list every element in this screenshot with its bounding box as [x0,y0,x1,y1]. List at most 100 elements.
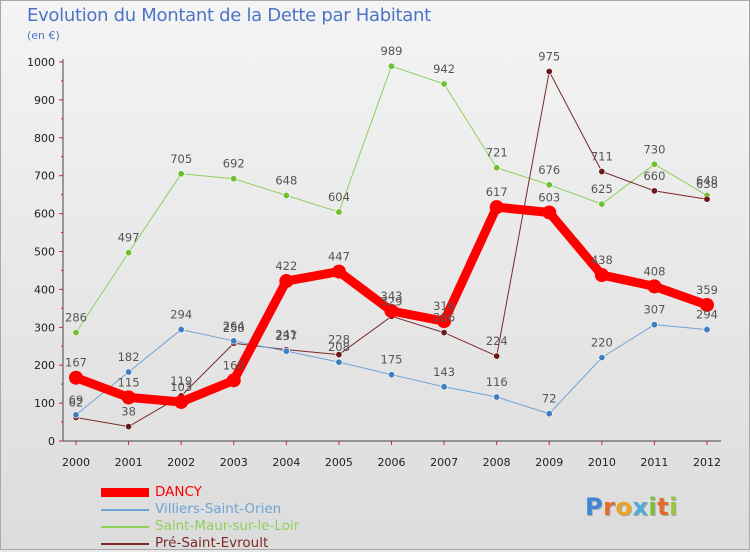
data-point-dancy [174,394,189,409]
data-point-villiers-saint-orien [440,383,448,391]
data-label-dancy: 160 [223,358,245,372]
logo-letter: P [585,493,604,521]
y-tick-label: 500 [34,246,55,259]
data-point-dancy [489,200,504,215]
data-point-villiers-saint-orien [177,326,185,334]
data-label-villiers-saint-orien: 294 [696,308,718,322]
y-tick-label: 1000 [27,56,55,69]
data-label-pre-saint-evroult: 258 [223,321,245,335]
y-tick-label: 0 [48,435,55,448]
data-point-villiers-saint-orien [125,368,133,376]
logo-letter: x [632,493,649,521]
data-label-saint-maur-sur-le-loir: 286 [65,311,87,325]
data-point-saint-maur-sur-le-loir [440,80,448,88]
chart-title: Evolution du Montant de la Dette par Hab… [27,5,431,26]
data-point-saint-maur-sur-le-loir [387,62,395,70]
data-label-pre-saint-evroult: 38 [121,405,136,419]
data-label-villiers-saint-orien: 237 [275,329,297,343]
data-label-saint-maur-sur-le-loir: 692 [223,157,245,171]
legend-swatch [101,488,149,497]
legend-label: DANCY [155,484,202,500]
x-tick-label: 2002 [167,456,195,469]
data-label-villiers-saint-orien: 307 [643,303,665,317]
data-point-pre-saint-evroult [703,195,711,203]
data-point-saint-maur-sur-le-loir [125,249,133,257]
series-saint-maur-sur-le-loir [72,62,711,337]
y-tick-label: 200 [34,359,55,372]
legend-label: Pré-Saint-Evroult [155,535,269,551]
data-point-dancy [226,373,241,388]
x-tick-label: 2008 [483,456,511,469]
data-point-villiers-saint-orien [598,354,606,362]
data-point-villiers-saint-orien [387,371,395,379]
data-point-saint-maur-sur-le-loir [545,181,553,189]
x-tick-label: 2000 [62,456,90,469]
data-point-villiers-saint-orien [493,393,501,401]
series-dancy [69,200,714,409]
data-label-dancy: 447 [328,250,350,264]
data-label-dancy: 343 [381,289,403,303]
data-label-dancy: 438 [591,253,613,267]
x-tick-label: 2012 [693,456,721,469]
data-label-saint-maur-sur-le-loir: 989 [381,44,403,58]
data-point-villiers-saint-orien [72,411,80,419]
data-point-pre-saint-evroult [598,168,606,176]
x-tick-label: 2006 [378,456,406,469]
logo-letter: r [603,493,616,521]
data-label-villiers-saint-orien: 220 [591,336,613,350]
data-point-pre-saint-evroult [493,352,501,360]
legend-item: Pré-Saint-Evroult [101,535,299,552]
data-label-pre-saint-evroult: 975 [538,49,560,63]
data-label-dancy: 603 [538,190,560,204]
data-label-villiers-saint-orien: 72 [542,392,557,406]
data-label-saint-maur-sur-le-loir: 730 [643,142,665,156]
data-label-saint-maur-sur-le-loir: 604 [328,190,350,204]
series-layer [69,62,714,431]
axes: 0 100 200 300 400 500 600 700 800 900 1000 2000 2001… [27,56,721,469]
data-point-villiers-saint-orien [282,347,290,355]
chart-subtitle: (en €) [27,29,60,42]
y-tick-label: 400 [34,283,55,296]
data-point-villiers-saint-orien [230,337,238,345]
legend-label: Saint-Maur-sur-le-Loir [155,518,300,534]
logo-letter: o [615,493,633,521]
y-tick-label: 900 [34,94,55,107]
logo-letter: t [657,493,670,521]
x-tick-label: 2009 [535,456,563,469]
data-label-villiers-saint-orien: 175 [381,353,403,367]
y-tick-label: 800 [34,132,55,145]
logo-letter: i [669,493,678,521]
data-point-villiers-saint-orien [650,321,658,329]
data-label-villiers-saint-orien: 69 [69,393,84,407]
data-point-saint-maur-sur-le-loir [177,170,185,178]
data-point-pre-saint-evroult [545,67,553,75]
data-point-villiers-saint-orien [335,358,343,366]
x-tick-label: 2005 [325,456,353,469]
data-point-pre-saint-evroult [440,329,448,337]
y-tick-label: 100 [34,397,55,410]
data-label-villiers-saint-orien: 264 [223,319,245,333]
data-label-villiers-saint-orien: 182 [118,350,140,364]
data-point-pre-saint-evroult [650,187,658,195]
data-point-saint-maur-sur-le-loir [282,191,290,199]
data-point-saint-maur-sur-le-loir [230,175,238,183]
data-label-pre-saint-evroult: 638 [696,177,718,191]
x-tick-label: 2007 [430,456,458,469]
data-label-dancy: 422 [275,259,297,273]
data-label-dancy: 167 [65,356,87,370]
data-label-pre-saint-evroult: 224 [486,334,508,348]
data-point-dancy [69,370,83,385]
data-label-saint-maur-sur-le-loir: 648 [275,173,297,187]
data-point-dancy [437,314,452,329]
legend-item: Villiers-Saint-Orien [101,501,299,518]
x-tick-label: 2004 [272,456,300,469]
data-point-dancy [279,274,294,289]
data-label-saint-maur-sur-le-loir: 705 [170,152,192,166]
data-point-dancy [700,297,714,312]
data-point-dancy [594,267,609,282]
data-label-pre-saint-evroult: 241 [275,328,297,342]
data-label-saint-maur-sur-le-loir: 497 [118,231,140,245]
x-tick-label: 2011 [640,456,668,469]
